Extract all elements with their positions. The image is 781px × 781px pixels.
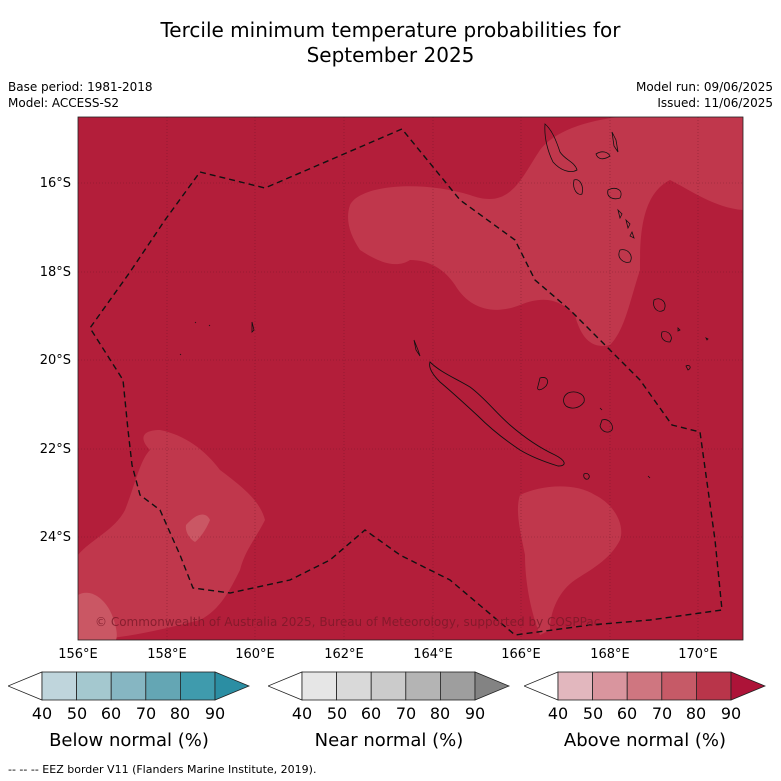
colorbar-bin bbox=[301, 671, 337, 701]
title-line-2: September 2025 bbox=[306, 43, 475, 67]
colorbar-bin bbox=[661, 671, 697, 701]
vanuatu-malekula bbox=[573, 179, 583, 195]
colorbar-extend-low bbox=[6, 671, 43, 701]
copyright-watermark: © Commonwealth of Australia 2025, Bureau… bbox=[95, 615, 600, 629]
issued-date: Issued: 11/06/2025 bbox=[657, 96, 773, 110]
colorbar-bin bbox=[557, 671, 593, 701]
cb-tick: 80 bbox=[169, 704, 191, 723]
cb-tick: 90 bbox=[204, 704, 226, 723]
colorbar-above-scale bbox=[522, 671, 767, 701]
colorbar-below-scale bbox=[6, 671, 251, 701]
small-islands-south bbox=[599, 407, 651, 479]
map-frame bbox=[77, 116, 744, 641]
cb-tick: 40 bbox=[291, 704, 313, 723]
meta-left: Base period: 1981-2018 Model: ACCESS-S2 bbox=[8, 79, 153, 111]
colorbar-extend-high bbox=[214, 671, 251, 701]
loyalty-islands-lifou bbox=[563, 391, 585, 409]
colorbar-bin bbox=[76, 671, 112, 701]
lon-label: 168°E bbox=[590, 647, 630, 662]
colorbar-extend-high bbox=[730, 671, 767, 701]
lon-label: 160°E bbox=[235, 647, 275, 662]
colorbar-bin bbox=[626, 671, 663, 701]
colorbar-bin bbox=[41, 671, 77, 701]
lat-label: 22°S bbox=[40, 442, 71, 457]
colorbar-label: Below normal (%) bbox=[49, 730, 209, 751]
cb-tick: 60 bbox=[100, 704, 122, 723]
colorbar-bin bbox=[592, 671, 628, 701]
colorbar-bin bbox=[405, 671, 441, 701]
vanuatu-south-islands bbox=[653, 298, 672, 343]
cb-tick: 70 bbox=[395, 704, 417, 723]
isle-of-pines bbox=[583, 473, 590, 480]
colorbar-bin bbox=[370, 671, 407, 701]
colorbar-bin bbox=[145, 671, 181, 701]
lon-label: 164°E bbox=[413, 647, 453, 662]
meta-right: Model run: 09/06/2025 Issued: 11/06/2025 bbox=[636, 79, 773, 111]
cb-tick: 90 bbox=[464, 704, 486, 723]
cb-tick: 60 bbox=[616, 704, 638, 723]
small-islands-east bbox=[677, 327, 709, 371]
colorbar-label: Above normal (%) bbox=[563, 730, 727, 751]
cb-tick: 50 bbox=[582, 704, 604, 723]
lat-label: 16°S bbox=[40, 176, 71, 191]
colorbar-bin bbox=[336, 671, 372, 701]
colorbar-extend-low bbox=[522, 671, 559, 701]
cb-tick: 40 bbox=[547, 704, 569, 723]
cb-tick: 40 bbox=[31, 704, 53, 723]
chart-title: Tercile minimum temperature probabilitie… bbox=[0, 18, 781, 68]
colorbar-extend-high bbox=[474, 671, 511, 701]
cb-tick: 70 bbox=[135, 704, 157, 723]
forecast-map: © Commonwealth of Australia 2025, Bureau… bbox=[40, 116, 744, 662]
lat-label: 24°S bbox=[40, 530, 71, 545]
eez-border bbox=[89, 128, 723, 636]
colorbar-below-normal: 40 50 60 70 80 90 Below normal (%) bbox=[6, 670, 251, 751]
cb-tick: 80 bbox=[429, 704, 451, 723]
lat-label: 20°S bbox=[40, 353, 71, 368]
colorbar-above-normal: 40 50 60 70 80 90 Above normal (%) bbox=[522, 670, 767, 751]
cb-tick: 60 bbox=[360, 704, 382, 723]
model-name: Model: ACCESS-S2 bbox=[8, 96, 120, 110]
prob-zone-60-70-corner bbox=[78, 592, 117, 640]
vanuatu-islands-north bbox=[595, 131, 619, 160]
prob-zone-70-80-east bbox=[348, 117, 743, 346]
lon-label: 158°E bbox=[147, 647, 187, 662]
prob-zone-70-80-southwest bbox=[78, 430, 265, 640]
colorbar-near-scale bbox=[266, 671, 511, 701]
vanuatu-central-islands bbox=[617, 208, 635, 239]
loyalty-islands-ouvea bbox=[537, 377, 548, 391]
lon-label: 170°E bbox=[678, 647, 718, 662]
colorbar-near-normal: 40 50 60 70 80 90 Near normal (%) bbox=[266, 670, 511, 751]
cb-tick: 80 bbox=[685, 704, 707, 723]
cb-tick: 50 bbox=[326, 704, 348, 723]
lon-label: 156°E bbox=[58, 647, 98, 662]
cb-tick: 90 bbox=[720, 704, 742, 723]
colorbar-bin bbox=[179, 671, 216, 701]
model-run: Model run: 09/06/2025 bbox=[635, 80, 773, 94]
lon-label: 166°E bbox=[501, 647, 541, 662]
colorbar-extend-low bbox=[266, 671, 303, 701]
colorbar-bin bbox=[110, 671, 147, 701]
cb-tick: 50 bbox=[66, 704, 88, 723]
vanuatu-espiritu-santo bbox=[544, 123, 578, 172]
prob-zone-60-70-south bbox=[185, 514, 210, 542]
belep-islands bbox=[413, 339, 421, 357]
small-islands-west bbox=[179, 321, 255, 356]
colorbar-bin bbox=[439, 671, 476, 701]
base-period: Base period: 1981-2018 bbox=[8, 80, 153, 94]
lat-label: 18°S bbox=[40, 265, 71, 280]
vanuatu-efate bbox=[607, 188, 622, 200]
gridlines bbox=[78, 117, 743, 640]
new-caledonia-land bbox=[429, 361, 565, 467]
eez-legend-footer: -- -- -- EEZ border V11 (Flanders Marine… bbox=[8, 763, 317, 776]
lon-label: 162°E bbox=[324, 647, 364, 662]
cb-tick: 70 bbox=[651, 704, 673, 723]
loyalty-islands-mare bbox=[599, 419, 613, 433]
colorbar-label: Near normal (%) bbox=[314, 730, 464, 751]
colorbar-bin bbox=[695, 671, 732, 701]
prob-zone-70-80-south bbox=[517, 486, 622, 635]
vanuatu-tanna bbox=[618, 249, 632, 263]
title-line-1: Tercile minimum temperature probabilitie… bbox=[160, 18, 621, 42]
